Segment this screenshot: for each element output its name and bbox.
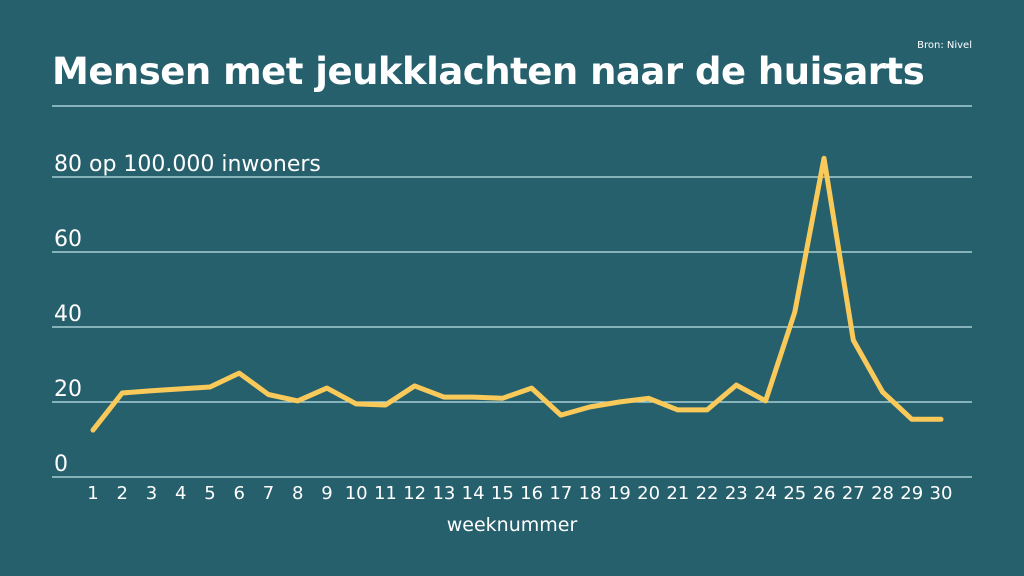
x-tick-label: 4 [175, 483, 186, 504]
x-tick-label: 6 [233, 483, 244, 504]
x-tick-label: 14 [462, 483, 485, 504]
x-tick-label: 22 [696, 483, 719, 504]
x-tick-label: 10 [345, 483, 368, 504]
y-tick-label: 40 [54, 302, 82, 327]
x-tick-label: 7 [263, 483, 274, 504]
x-tick-label: 8 [292, 483, 303, 504]
x-tick-label: 20 [637, 483, 660, 504]
x-tick-label: 24 [754, 483, 777, 504]
x-tick-label: 13 [432, 483, 455, 504]
x-tick-label: 15 [491, 483, 514, 504]
x-tick-label: 16 [520, 483, 543, 504]
y-tick-label: 20 [54, 377, 82, 402]
x-tick-label: 12 [403, 483, 426, 504]
x-tick-label: 9 [321, 483, 332, 504]
x-tick-label: 18 [579, 483, 602, 504]
y-tick-label: 80 op 100.000 inwoners [54, 152, 321, 177]
x-tick-label: 19 [608, 483, 631, 504]
y-tick-label: 0 [54, 452, 68, 477]
x-tick-label: 25 [783, 483, 806, 504]
x-tick-label: 28 [871, 483, 894, 504]
x-tick-label: 5 [204, 483, 215, 504]
x-tick-label: 27 [842, 483, 865, 504]
x-tick-label: 30 [930, 483, 953, 504]
x-tick-label: 26 [813, 483, 836, 504]
x-tick-label: 17 [549, 483, 572, 504]
x-axis-label: weeknummer [447, 514, 578, 536]
x-tick-label: 2 [117, 483, 128, 504]
x-tick-label: 23 [725, 483, 748, 504]
x-tick-label: 11 [374, 483, 397, 504]
source-label: Bron: Nivel [917, 40, 972, 51]
x-tick-label: 29 [900, 483, 923, 504]
y-tick-label: 60 [54, 227, 82, 252]
x-tick-label: 1 [87, 483, 98, 504]
series-line [90, 155, 944, 433]
chart-title: Mensen met jeukklachten naar de huisarts [52, 50, 925, 93]
x-tick-label: 21 [666, 483, 689, 504]
x-tick-label: 3 [146, 483, 157, 504]
